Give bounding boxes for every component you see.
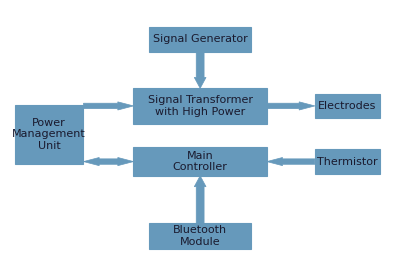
Text: Electrodes: Electrodes bbox=[318, 101, 376, 111]
Polygon shape bbox=[194, 176, 206, 223]
FancyBboxPatch shape bbox=[149, 27, 251, 52]
Text: Main
Controller: Main Controller bbox=[173, 151, 227, 172]
FancyBboxPatch shape bbox=[149, 223, 251, 249]
FancyBboxPatch shape bbox=[134, 88, 267, 124]
FancyBboxPatch shape bbox=[134, 147, 267, 176]
FancyBboxPatch shape bbox=[315, 94, 379, 118]
FancyBboxPatch shape bbox=[315, 149, 379, 174]
Polygon shape bbox=[267, 102, 315, 110]
Text: Bluetooth
Module: Bluetooth Module bbox=[173, 225, 227, 247]
Text: Thermistor: Thermistor bbox=[317, 157, 377, 166]
Text: Power
Management
Unit: Power Management Unit bbox=[12, 118, 86, 151]
Text: Signal Transformer
with High Power: Signal Transformer with High Power bbox=[148, 95, 253, 117]
Polygon shape bbox=[83, 158, 134, 166]
Polygon shape bbox=[83, 102, 134, 110]
Text: Signal Generator: Signal Generator bbox=[153, 34, 247, 44]
FancyBboxPatch shape bbox=[15, 105, 83, 164]
Polygon shape bbox=[267, 158, 315, 166]
Polygon shape bbox=[194, 52, 206, 88]
